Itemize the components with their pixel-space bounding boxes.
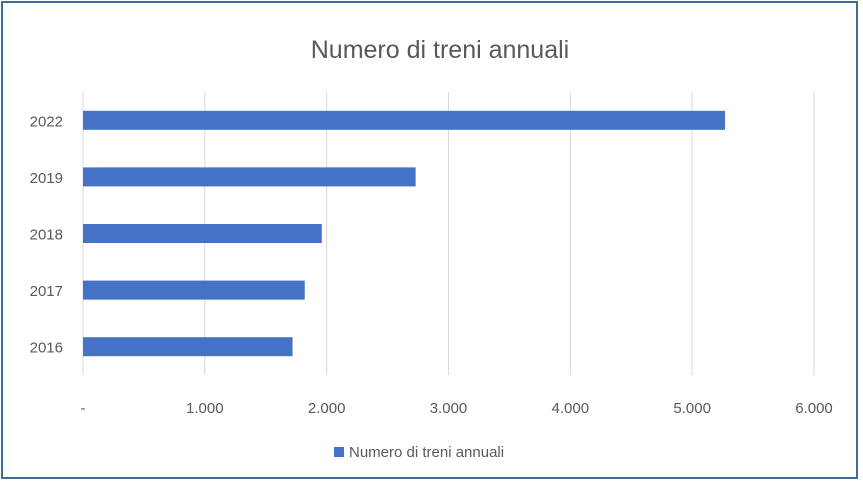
bar-2016 — [83, 337, 293, 357]
bar-2017 — [83, 280, 305, 300]
bar-2019 — [83, 167, 416, 187]
bar-2018 — [83, 224, 322, 243]
x-tick-label-5: 5.000 — [673, 400, 711, 417]
y-tick-label-2019: 2019 — [30, 170, 63, 187]
grid-lines — [82, 92, 815, 375]
y-axis-labels: 2022 2019 2018 2017 2016 — [30, 113, 63, 356]
x-tick-label-4: 4.000 — [552, 400, 590, 417]
legend-label: Numero di treni annuali — [349, 444, 504, 461]
x-tick-label-0: - — [81, 400, 86, 417]
x-tick-label-1: 1.000 — [186, 400, 224, 417]
bar-2022 — [83, 110, 726, 130]
y-tick-label-2022: 2022 — [30, 113, 63, 130]
x-tick-label-3: 3.000 — [430, 400, 468, 417]
legend-swatch — [334, 447, 344, 457]
y-tick-label-2018: 2018 — [30, 227, 63, 244]
y-tick-label-2017: 2017 — [30, 283, 63, 300]
y-tick-label-2016: 2016 — [30, 340, 63, 357]
x-tick-label-2: 2.000 — [308, 400, 346, 417]
legend: Numero di treni annuali — [334, 444, 504, 461]
x-axis-labels: - 1.000 2.000 3.000 4.000 5.000 6.000 — [81, 400, 833, 417]
bars — [83, 110, 726, 357]
x-tick-label-6: 6.000 — [795, 400, 833, 417]
chart-title: Numero di treni annuali — [311, 36, 569, 64]
